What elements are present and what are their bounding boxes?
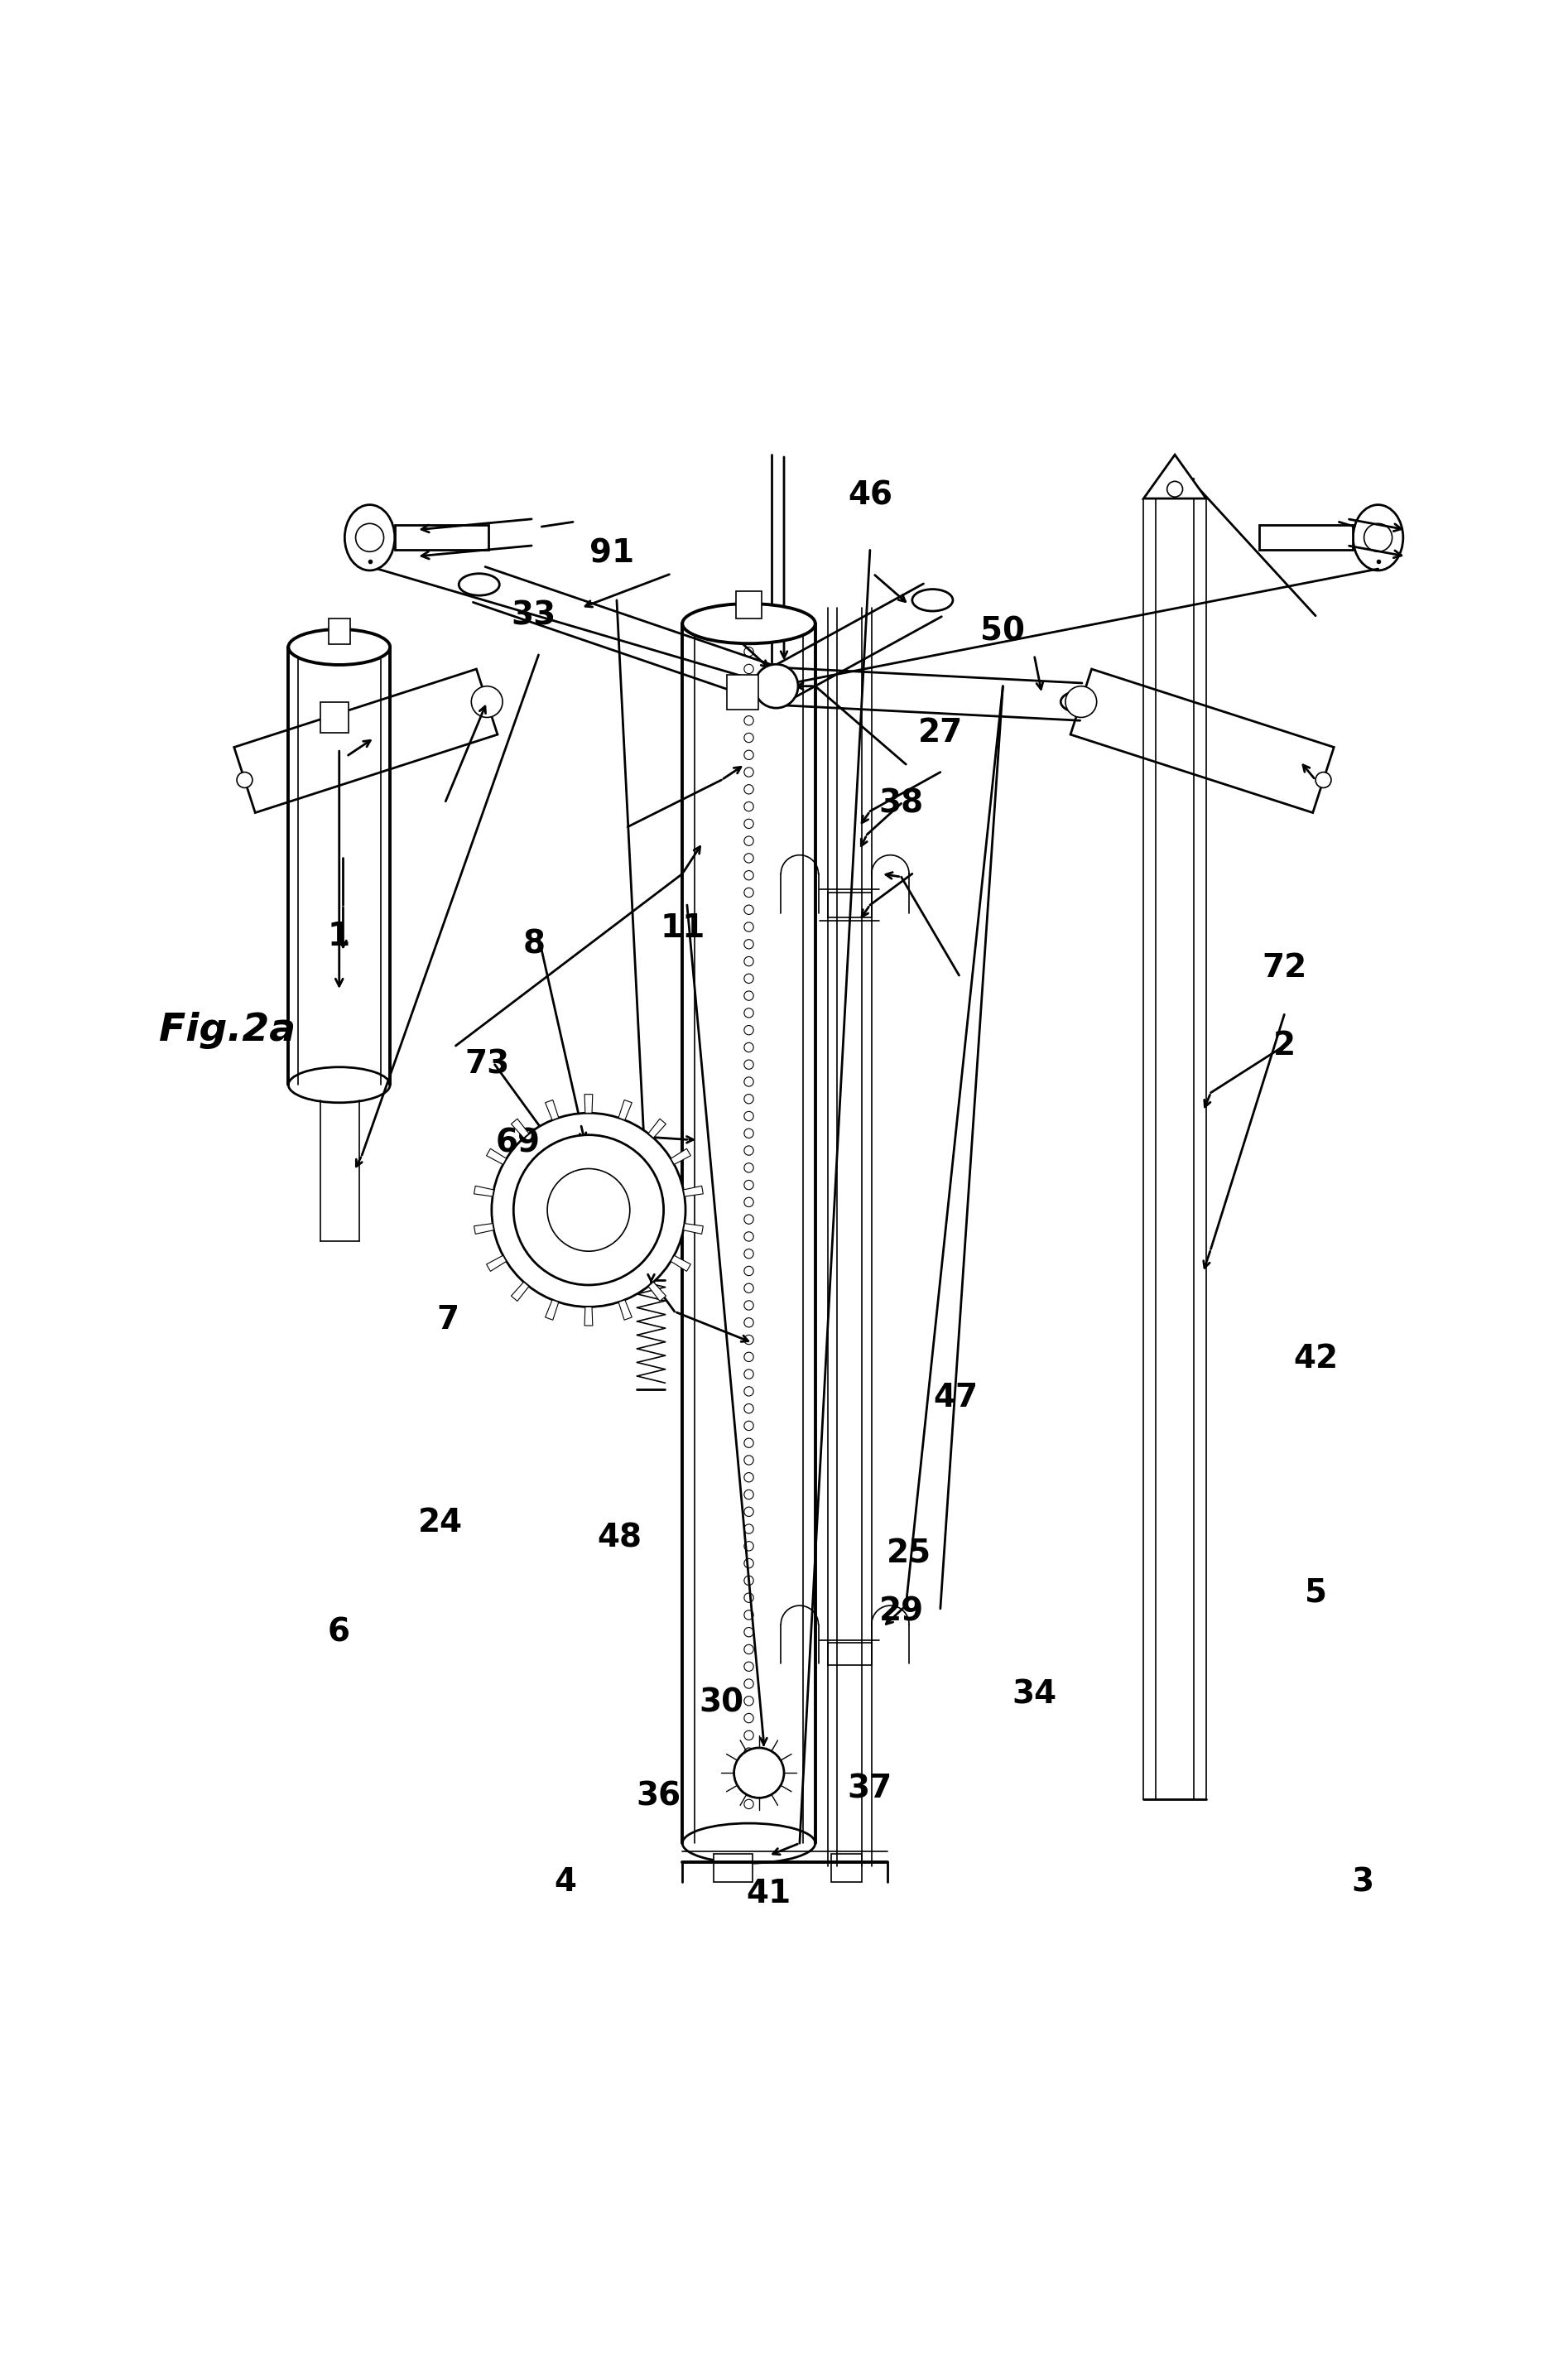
Bar bbox=[737, 591, 762, 619]
Text: 36: 36 bbox=[637, 1780, 682, 1813]
Text: 1: 1 bbox=[328, 921, 350, 952]
Bar bbox=[713, 1853, 753, 1882]
Polygon shape bbox=[671, 1255, 691, 1272]
Ellipse shape bbox=[289, 1068, 390, 1103]
Polygon shape bbox=[671, 1149, 691, 1165]
Polygon shape bbox=[546, 1300, 558, 1319]
Text: 25: 25 bbox=[886, 1538, 931, 1569]
Bar bbox=[831, 1853, 862, 1882]
Ellipse shape bbox=[1060, 691, 1101, 712]
Circle shape bbox=[1065, 686, 1096, 717]
Polygon shape bbox=[486, 1255, 506, 1272]
Bar bbox=[728, 676, 759, 710]
Polygon shape bbox=[1071, 669, 1334, 812]
Polygon shape bbox=[618, 1300, 632, 1319]
Circle shape bbox=[734, 1749, 784, 1799]
Text: 6: 6 bbox=[328, 1616, 350, 1647]
Ellipse shape bbox=[459, 574, 500, 596]
Text: 29: 29 bbox=[878, 1597, 924, 1628]
Bar bbox=[320, 702, 348, 733]
Polygon shape bbox=[684, 1186, 702, 1196]
Polygon shape bbox=[1259, 524, 1353, 551]
Text: 91: 91 bbox=[590, 539, 635, 570]
Polygon shape bbox=[684, 1224, 702, 1234]
Polygon shape bbox=[474, 1186, 494, 1196]
Polygon shape bbox=[511, 1281, 528, 1300]
Ellipse shape bbox=[289, 629, 390, 664]
Text: 50: 50 bbox=[980, 615, 1025, 648]
Text: 46: 46 bbox=[848, 479, 892, 510]
Text: 33: 33 bbox=[511, 600, 557, 631]
Circle shape bbox=[1167, 482, 1182, 496]
Ellipse shape bbox=[682, 603, 815, 643]
Text: 7: 7 bbox=[436, 1303, 459, 1336]
Bar bbox=[328, 619, 350, 643]
Polygon shape bbox=[1143, 456, 1206, 498]
Text: 48: 48 bbox=[597, 1523, 643, 1554]
Polygon shape bbox=[486, 1149, 506, 1165]
Circle shape bbox=[514, 1134, 663, 1286]
Polygon shape bbox=[648, 1281, 666, 1300]
Polygon shape bbox=[618, 1101, 632, 1120]
Polygon shape bbox=[546, 1101, 558, 1120]
Circle shape bbox=[547, 1168, 630, 1251]
Text: Fig.2a: Fig.2a bbox=[158, 1011, 295, 1049]
Polygon shape bbox=[474, 1224, 494, 1234]
Text: 3: 3 bbox=[1352, 1868, 1374, 1898]
Text: 27: 27 bbox=[917, 717, 963, 750]
Circle shape bbox=[1364, 524, 1392, 551]
Text: 42: 42 bbox=[1294, 1343, 1338, 1374]
Text: 11: 11 bbox=[660, 914, 706, 944]
Text: 37: 37 bbox=[848, 1773, 892, 1803]
Text: 30: 30 bbox=[699, 1687, 743, 1718]
Polygon shape bbox=[585, 1308, 593, 1327]
Polygon shape bbox=[648, 1118, 666, 1139]
Text: 2: 2 bbox=[1273, 1030, 1295, 1061]
Text: 73: 73 bbox=[464, 1049, 510, 1080]
Text: 47: 47 bbox=[933, 1381, 978, 1414]
Polygon shape bbox=[234, 669, 497, 812]
Text: 69: 69 bbox=[495, 1127, 541, 1158]
Bar bbox=[828, 892, 872, 918]
Ellipse shape bbox=[913, 589, 953, 612]
Text: 4: 4 bbox=[554, 1868, 577, 1898]
Circle shape bbox=[356, 524, 384, 551]
Text: 24: 24 bbox=[417, 1507, 463, 1538]
Polygon shape bbox=[585, 1094, 593, 1113]
Polygon shape bbox=[395, 524, 489, 551]
Circle shape bbox=[754, 664, 798, 707]
Bar bbox=[828, 1642, 872, 1666]
Text: 5: 5 bbox=[1305, 1578, 1327, 1609]
Text: 72: 72 bbox=[1262, 952, 1306, 982]
Text: 41: 41 bbox=[746, 1877, 790, 1908]
Polygon shape bbox=[511, 1118, 528, 1139]
Circle shape bbox=[237, 771, 252, 788]
Ellipse shape bbox=[682, 1822, 815, 1863]
Ellipse shape bbox=[345, 505, 395, 570]
Text: 8: 8 bbox=[522, 928, 546, 959]
Text: 34: 34 bbox=[1011, 1680, 1057, 1711]
Ellipse shape bbox=[1353, 505, 1403, 570]
Text: 38: 38 bbox=[878, 788, 924, 819]
Circle shape bbox=[472, 686, 503, 717]
Circle shape bbox=[492, 1113, 685, 1308]
Circle shape bbox=[1316, 771, 1331, 788]
